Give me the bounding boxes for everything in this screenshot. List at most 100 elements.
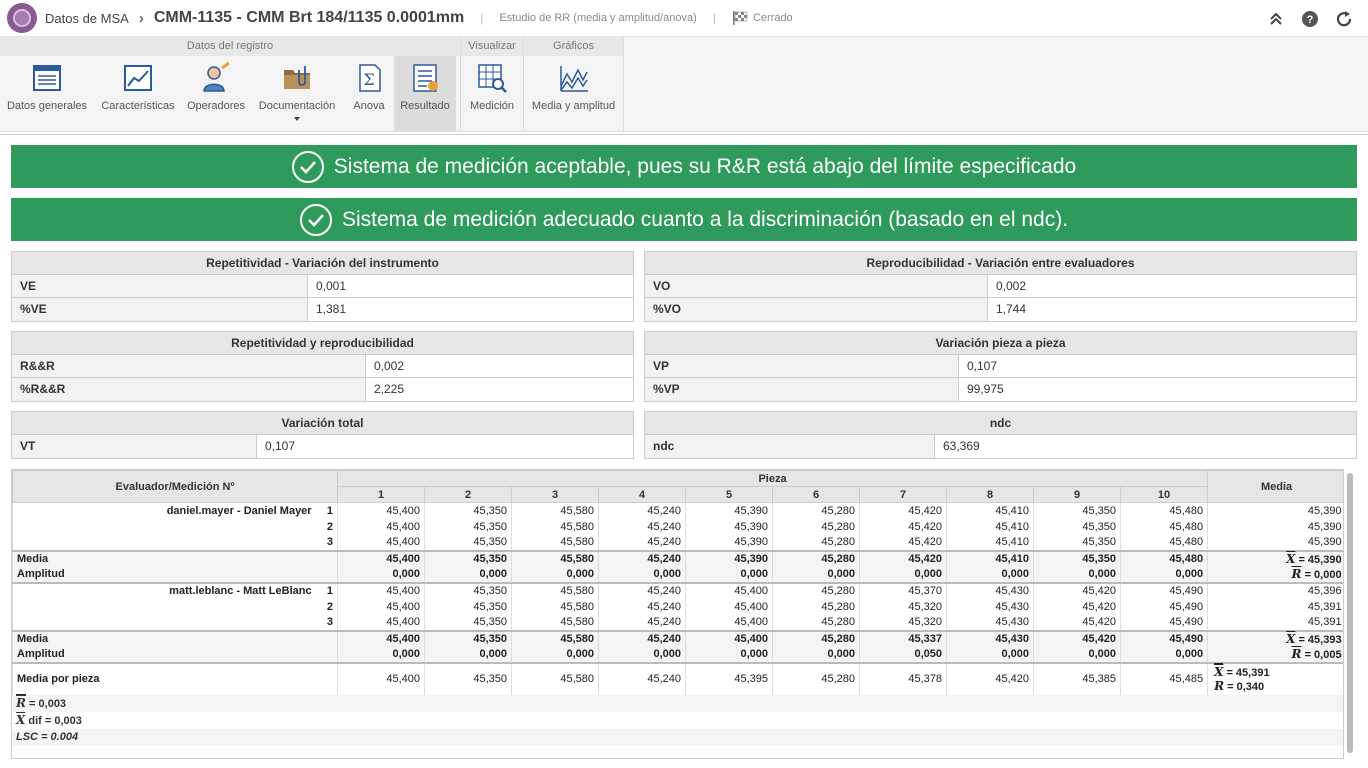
features-button[interactable]: Características: [94, 56, 182, 131]
row-label: R&&R: [12, 355, 366, 377]
measurement-button[interactable]: Medición: [461, 56, 523, 131]
measurement-cell: 45,350: [424, 502, 512, 519]
acceptance-banner: Sistema de medición aceptable, pues su R…: [11, 145, 1357, 188]
piece-number-header: 5: [685, 486, 773, 503]
mean-cell: 45,280: [772, 549, 860, 567]
measurement-cell: 45,240: [598, 581, 686, 599]
result-content: Sistema de medición aceptable, pues su R…: [0, 134, 1368, 768]
collapse-icon[interactable]: [1266, 9, 1286, 29]
range-cell: 0,000: [1033, 646, 1121, 663]
evaluator-header: Evaluador/Medición Nº: [12, 470, 338, 503]
svg-text:Σ: Σ: [363, 70, 374, 89]
row-value: 99,975: [967, 382, 1004, 396]
divider: |: [480, 11, 484, 25]
panel-title: Repetitividad y reproducibilidad: [12, 332, 633, 355]
measurement-cell: 45,410: [946, 534, 1034, 551]
result-button[interactable]: Resultado: [394, 56, 456, 131]
app-logo[interactable]: [7, 3, 37, 33]
rbar-symbol: R: [1291, 567, 1302, 581]
measurement-cell: 45,240: [598, 534, 686, 551]
check-circle-icon: [291, 150, 324, 183]
row-value: 0,002: [996, 279, 1027, 293]
measurement-cell: 45,400: [685, 614, 773, 631]
mean-range-chart-button[interactable]: Media y amplitud: [524, 56, 623, 131]
summary-line: R = 0,003: [12, 693, 1343, 712]
documentation-button[interactable]: Documentación: [250, 56, 344, 131]
range-cell: 0,000: [424, 646, 512, 663]
anova-button[interactable]: Σ Anova: [344, 56, 394, 131]
evaluator-cell: 2: [12, 598, 338, 615]
measurement-cell: 45,420: [859, 502, 947, 519]
row-value: 0,001: [316, 279, 347, 293]
help-icon[interactable]: ?: [1300, 9, 1320, 29]
range-row: Amplitud 0,000 0,000 0,000 0,000 0,000 0,000 0,…: [12, 646, 1343, 663]
form-icon: [33, 65, 61, 91]
panel-title: ndc: [645, 412, 1356, 435]
report-icon: [413, 64, 438, 92]
row-value: 0,002: [374, 359, 405, 373]
checkered-flag-icon: [732, 11, 748, 25]
trial-number: 2: [326, 600, 333, 613]
measurement-cell: 45,320: [859, 614, 947, 631]
ribbon-group-charts: Gráficos Media y amplitud: [524, 37, 624, 131]
xbar-symbol: X: [1286, 632, 1296, 646]
row-label: %VO: [645, 298, 988, 321]
range-cell: 0,000: [772, 646, 860, 663]
measurement-cell: 45,350: [424, 598, 512, 615]
measurement-cell: 45,280: [772, 518, 860, 535]
mean-cell: 45,410: [946, 549, 1034, 567]
measurement-cell: 45,400: [337, 534, 425, 551]
piece-mean-cell: 45,580: [511, 661, 599, 695]
operators-button[interactable]: Operadores: [182, 56, 250, 131]
evaluator-cell: 3: [12, 534, 338, 551]
range-cell: 0,000: [598, 566, 686, 583]
measurement-cell: 45,480: [1119, 502, 1208, 519]
refresh-icon[interactable]: [1334, 9, 1354, 29]
ribbon-group-record: Datos del registro Datos generales Carac…: [0, 37, 461, 131]
measurement-cell: 45,410: [946, 502, 1034, 519]
page-title: CMM-1135 - CMM Brt 184/1135 0.0001mm: [153, 9, 465, 26]
measurement-cell: 45,400: [337, 518, 425, 535]
measurement-cell: 45,580: [511, 534, 599, 551]
mean-cell: 45,490: [1119, 629, 1208, 647]
measurement-cell: 45,490: [1119, 581, 1208, 599]
user-edit-icon: [203, 62, 230, 92]
measurement-cell: 45,580: [511, 518, 599, 535]
range-cell: 0,000: [1033, 566, 1121, 583]
range-cell: 0,000: [685, 566, 773, 583]
vertical-scrollbar[interactable]: [1347, 473, 1353, 753]
measurement-cell: 45,400: [337, 502, 425, 519]
range-cell: 0,000: [946, 646, 1034, 663]
mean-cell: 45,350: [424, 629, 512, 647]
range-cell: 0,000: [685, 646, 773, 663]
general-data-button[interactable]: Datos generales: [0, 56, 94, 131]
trial-number: 1: [326, 504, 333, 517]
evaluator-name: daniel.mayer - Daniel Mayer: [166, 504, 312, 517]
breadcrumb-root[interactable]: Datos de MSA: [45, 10, 129, 26]
row-label: VT: [12, 435, 257, 458]
piece-number-header: 2: [424, 486, 512, 503]
measurement-cell: 45,420: [1033, 581, 1121, 599]
measurement-cell: 45,370: [859, 581, 947, 599]
measurement-cell: 45,350: [424, 518, 512, 535]
mean-cell: 45,420: [1033, 629, 1121, 647]
study-type: Estudio de RR (media y amplitud/anova): [499, 12, 697, 24]
measurement-cell: 45,350: [424, 614, 512, 631]
mean-header: Media: [1207, 470, 1343, 503]
measurement-cell: 45,280: [772, 581, 860, 599]
measurement-cell: 45,430: [946, 614, 1034, 631]
table-row: 2 45,400 45,350 45,580 45,240 45,390 45,280 45,…: [12, 518, 1343, 535]
range-cell: 0,000: [1119, 646, 1208, 663]
evaluator-cell: daniel.mayer - Daniel Mayer 1: [12, 502, 338, 519]
status-label: Cerrado: [752, 12, 793, 24]
mean-cell: 45,400: [337, 549, 425, 567]
dropdown-caret-icon: [294, 117, 300, 121]
xbar-cell: X = 45,390: [1207, 549, 1343, 567]
measurement-cell: 45,400: [685, 581, 773, 599]
summary-value: = 0,003: [29, 697, 67, 710]
summary-symbol: R: [16, 693, 26, 710]
measurement-cell: 45,580: [511, 502, 599, 519]
trial-number: 3: [326, 536, 333, 548]
measurement-cell: 45,490: [1119, 614, 1208, 631]
